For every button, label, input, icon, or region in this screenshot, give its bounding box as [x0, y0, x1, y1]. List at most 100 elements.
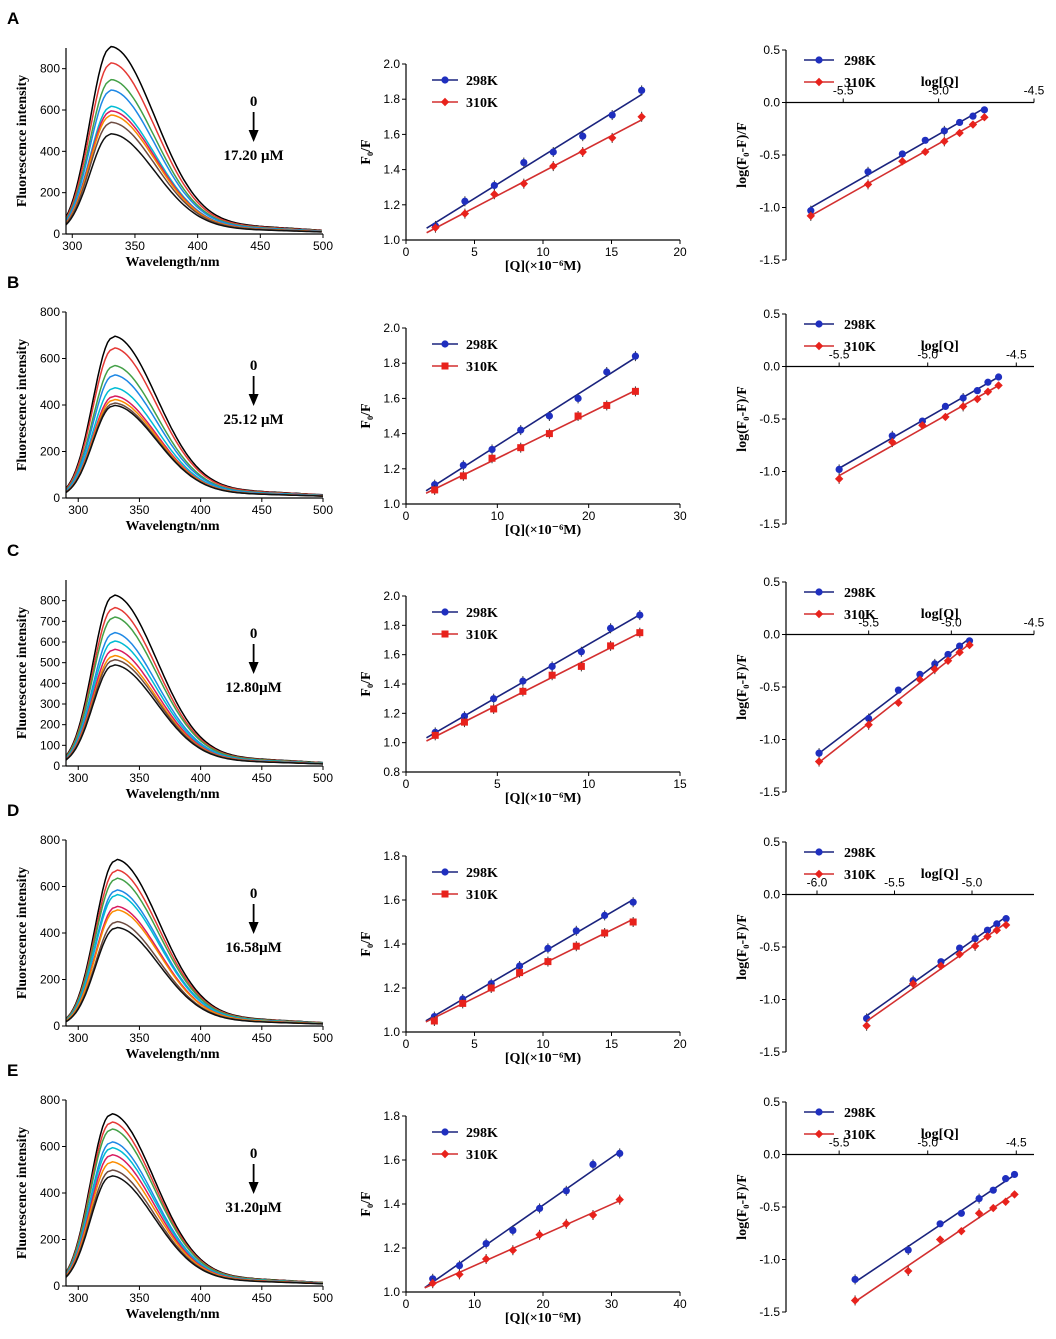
legend-marker	[441, 76, 449, 84]
x-tick-label: 10	[491, 509, 505, 523]
y-axis-label: log(F₀-F)/F	[735, 1174, 750, 1240]
spectrum-curves	[65, 45, 322, 233]
y-tick-label: 1.4	[383, 427, 400, 441]
stern-volmer-chart-E: 0 10 20 30 40 1.0 1.2 1.4 1.6 1.8 [Q](×10⁻⁶M) F₀/F 2…	[359, 1109, 687, 1326]
data-point-298K	[490, 181, 498, 190]
data-point-310K	[968, 120, 978, 129]
data-point-310K	[562, 1219, 571, 1228]
series-310K	[426, 627, 644, 742]
data-point-310K	[994, 381, 1003, 390]
arrow-down-icon	[248, 130, 259, 142]
spectrum-curve-8	[65, 402, 324, 497]
y-tick-label: 600	[40, 635, 60, 649]
data-point-310K	[516, 969, 524, 977]
y-tick-label: 1.2	[383, 462, 400, 476]
y-tick-label: 800	[40, 833, 60, 847]
spectrum-curve-9	[65, 926, 324, 1025]
data-point-310K	[973, 394, 982, 404]
y-tick-label: -1.0	[759, 465, 780, 479]
fit-line-310K	[810, 117, 985, 217]
x-axis-label: Wavelength/nm	[125, 787, 219, 802]
y-tick-label: 400	[40, 398, 60, 412]
x-tick-label: -5.0	[917, 1136, 938, 1150]
data-point-310K	[863, 180, 873, 189]
x-axis-label: Wavelength/nm	[125, 255, 219, 270]
data-point-310K	[1001, 1197, 1010, 1206]
y-tick-label: 200	[40, 973, 60, 987]
y-tick-label: 1.8	[383, 92, 400, 106]
y-tick-label: 0	[53, 1279, 60, 1293]
data-point-310K	[459, 999, 467, 1007]
series-298K	[863, 915, 1010, 1024]
data-point-310K	[490, 190, 499, 199]
data-point-298K	[606, 624, 615, 632]
x-tick-label: 5	[471, 1037, 478, 1051]
legend-marker	[815, 588, 823, 596]
x-axis-label: [Q](×10⁻⁶M)	[505, 1051, 582, 1066]
y-axis-label: Fluorescence intensity	[15, 75, 30, 207]
y-tick-label: -0.5	[759, 148, 780, 162]
double-log-chart-B: -5.5 -5.0 -4.5 0.5 0.0 -0.5 -1.0 -1.5 log[Q] log(…	[735, 307, 1034, 531]
data-point-298K	[577, 648, 585, 656]
fit-line-298K	[426, 93, 643, 229]
data-point-310K	[481, 1254, 491, 1264]
data-point-298K	[535, 1204, 544, 1212]
data-point-310K	[431, 223, 440, 232]
panel-letter-C: C	[7, 541, 19, 560]
y-tick-label: 0.0	[763, 628, 780, 642]
data-point-298K	[894, 686, 903, 694]
x-tick-label: 400	[191, 503, 211, 517]
data-point-310K	[517, 444, 525, 452]
y-tick-label: -1.0	[759, 733, 780, 747]
legend-marker	[440, 97, 450, 107]
spectrum-curve-7	[65, 654, 324, 765]
x-tick-label: -4.5	[1024, 616, 1045, 630]
spectrum-curve-7	[65, 909, 324, 1025]
data-point-298K	[975, 1195, 983, 1203]
legend-label-310K: 310K	[466, 888, 498, 903]
x-tick-label: -5.5	[829, 1136, 850, 1150]
x-tick-label: 450	[252, 1291, 272, 1305]
y-tick-label: 1.8	[383, 618, 400, 632]
data-point-298K	[574, 394, 582, 402]
spectrum-curves	[65, 594, 324, 765]
x-tick-label: 20	[673, 245, 687, 259]
y-tick-label: 0.0	[763, 96, 780, 110]
data-point-298K	[807, 207, 815, 215]
annotation-end: 31.20μM	[225, 1200, 281, 1216]
y-tick-label: 400	[40, 144, 60, 158]
legend-marker	[814, 869, 824, 879]
data-point-298K	[835, 465, 843, 473]
stern-volmer-chart-C: 0 5 10 15 0.8 1.0 1.2 1.4 1.6 1.8 2.0 [Q](×10⁻⁶M) F₀…	[359, 589, 687, 806]
data-point-310K	[490, 705, 498, 713]
spectrum-curves	[65, 1112, 324, 1285]
y-tick-label: 300	[40, 697, 60, 711]
data-point-310K	[980, 113, 989, 122]
x-tick-label: 400	[191, 771, 211, 785]
series-298K	[851, 1170, 1019, 1285]
legend-marker	[815, 56, 823, 64]
y-tick-label: 100	[40, 738, 60, 752]
data-point-298K	[548, 662, 556, 671]
data-point-298K	[579, 132, 587, 140]
legend-label-298K: 298K	[844, 846, 876, 861]
fit-line-298K	[866, 916, 1007, 1017]
data-point-298K	[545, 412, 553, 420]
annotation-start: 0	[250, 626, 258, 642]
legend-label-310K: 310K	[844, 76, 876, 91]
data-point-298K	[931, 660, 939, 668]
y-tick-label: 0.0	[763, 1148, 780, 1162]
data-point-310K	[629, 918, 637, 926]
annotation-start: 0	[250, 358, 258, 374]
y-axis-label: F₀/F	[359, 403, 374, 428]
legend-label-310K: 310K	[466, 628, 498, 643]
x-tick-label: -5.5	[833, 84, 854, 98]
x-tick-label: 10	[582, 777, 596, 791]
series-310K	[806, 113, 989, 221]
data-point-310K	[577, 662, 585, 670]
spectrum-chart-D: 300 350 400 450 500 0 200 400 600 800 Wavelength/n…	[15, 833, 333, 1062]
series-298K	[424, 1148, 624, 1289]
data-point-310K	[955, 648, 964, 657]
